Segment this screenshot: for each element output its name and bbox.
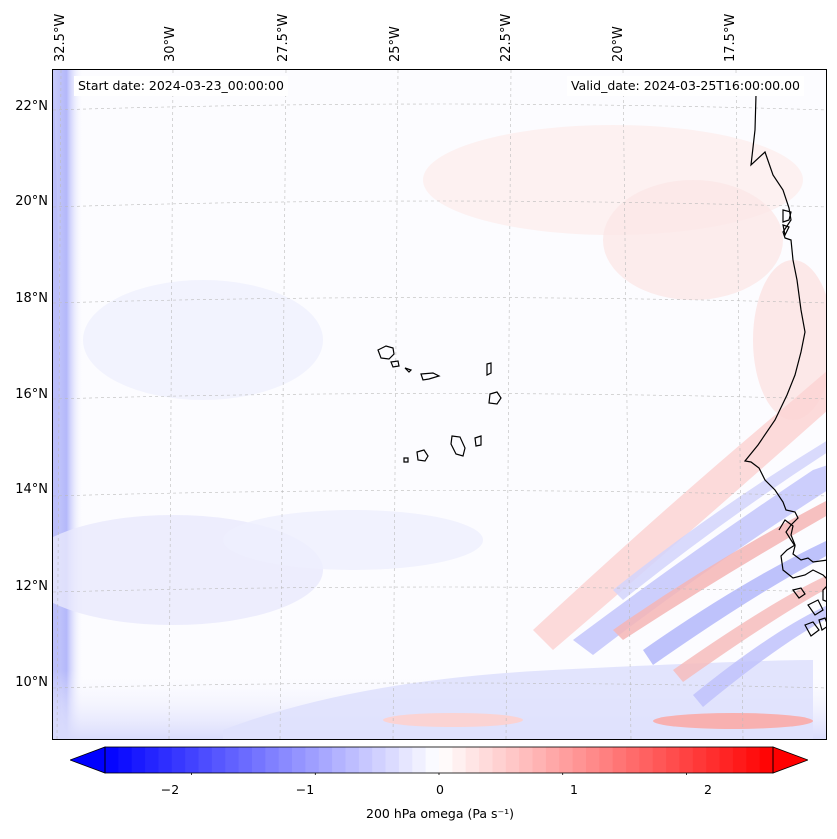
- colorbar-cell: [452, 747, 467, 773]
- colorbar-tick-label: −2: [160, 782, 180, 797]
- island-santo-antao: [377, 345, 395, 360]
- colorbar-min-arrow: [70, 746, 106, 774]
- lon-label-32-5w: 32.5°W: [53, 13, 68, 62]
- colorbar-cell: [679, 747, 694, 773]
- colorbar-cell: [585, 747, 600, 773]
- colorbar-cell: [385, 747, 400, 773]
- colorbar-cell: [746, 747, 761, 773]
- lon-label-20w: 20°W: [611, 26, 626, 62]
- lon-label-22-5w: 22.5°W: [499, 13, 514, 62]
- lat-label-12n: 12°N: [15, 579, 48, 594]
- colorbar-cell: [398, 747, 413, 773]
- colorbar-cell: [185, 747, 200, 773]
- colorbar-cell: [626, 747, 640, 773]
- colorbar-cell: [158, 747, 173, 773]
- colorbar-cell: [171, 747, 186, 773]
- colorbar-cell: [492, 747, 507, 773]
- valid-date-label: Valid_date: 2024-03-25T16:00:00.00: [566, 76, 804, 96]
- colorbar-label: 200 hPa omega (Pa s⁻¹): [366, 806, 514, 821]
- lat-label-18n: 18°N: [15, 291, 48, 306]
- lon-label-30w: 30°W: [163, 26, 178, 62]
- graticule: [53, 70, 826, 739]
- colorbar-tick-label: 2: [704, 782, 712, 797]
- african-coastline: [743, 94, 826, 637]
- island-fogo: [416, 449, 429, 462]
- colorbar-cell: [211, 747, 226, 773]
- colorbar-cell: [372, 747, 387, 773]
- colorbar-cell: [559, 747, 574, 773]
- colorbar-cell: [532, 747, 547, 773]
- island-brava: [403, 457, 409, 463]
- lon-label-25w: 25°W: [388, 26, 403, 62]
- cape-verde-islands: [377, 345, 502, 463]
- colorbar-cell: [666, 747, 680, 773]
- colorbar-cell: [251, 747, 266, 773]
- colorbar-cell: [278, 747, 293, 773]
- colorbar-cell: [412, 747, 427, 773]
- colorbar-cell: [706, 747, 721, 773]
- colorbar-cell: [519, 747, 534, 773]
- map-panel: [52, 69, 827, 740]
- colorbar-cell: [479, 747, 493, 773]
- island-sal: [486, 362, 492, 376]
- colorbar-max-arrow: [772, 746, 808, 774]
- colorbar-cell: [599, 747, 614, 773]
- colorbar-cell: [318, 747, 333, 773]
- colorbar-cell: [719, 747, 734, 773]
- colorbar-cell: [732, 747, 747, 773]
- lat-label-22n: 22°N: [15, 99, 48, 114]
- colorbar-cell: [345, 747, 360, 773]
- lon-label-27-5w: 27.5°W: [276, 13, 291, 62]
- lat-label-14n: 14°N: [15, 482, 48, 497]
- colorbar-cell: [145, 747, 159, 773]
- lon-label-17-5w: 17.5°W: [723, 13, 738, 62]
- island-maio: [474, 435, 482, 447]
- colorbar-tick-label: 0: [436, 782, 444, 797]
- colorbar-cell: [639, 747, 654, 773]
- lat-label-16n: 16°N: [15, 387, 48, 402]
- lat-label-10n: 10°N: [15, 675, 48, 690]
- colorbar-cell: [465, 747, 480, 773]
- colorbar-tick-label: −1: [295, 782, 315, 797]
- colorbar-cell: [225, 747, 240, 773]
- omega-field: [53, 70, 826, 739]
- colorbar-cell: [759, 747, 774, 773]
- colorbar-cell: [425, 747, 440, 773]
- start-date-label: Start date: 2024-03-23_00:00:00: [74, 76, 288, 96]
- colorbar-cell: [358, 747, 373, 773]
- colorbar-cell: [439, 747, 453, 773]
- colorbar-cell: [505, 747, 520, 773]
- colorbar-cell: [265, 747, 280, 773]
- island-islet: [404, 367, 413, 373]
- colorbar-cell: [572, 747, 587, 773]
- map-canvas: [53, 70, 826, 739]
- colorbar: [70, 746, 808, 775]
- island-boa-vista: [488, 391, 502, 405]
- colorbar-cell: [238, 747, 253, 773]
- colorbar-tick-label: 1: [570, 782, 578, 797]
- island-santiago: [450, 435, 466, 457]
- island-sao-nicolau: [420, 372, 441, 381]
- colorbar-cell: [198, 747, 213, 773]
- colorbar-cell: [305, 747, 320, 773]
- colorbar-cell: [105, 747, 119, 773]
- colorbar-cell: [131, 747, 146, 773]
- colorbar-cell: [612, 747, 627, 773]
- colorbar-cell: [545, 747, 560, 773]
- island-sao-vicente: [390, 360, 400, 368]
- colorbar-cell: [692, 747, 707, 773]
- colorbar-cell: [118, 747, 133, 773]
- colorbar-cell: [332, 747, 346, 773]
- colorbar-cell: [652, 747, 667, 773]
- lat-label-20n: 20°N: [15, 194, 48, 209]
- colorbar-cell: [292, 747, 306, 773]
